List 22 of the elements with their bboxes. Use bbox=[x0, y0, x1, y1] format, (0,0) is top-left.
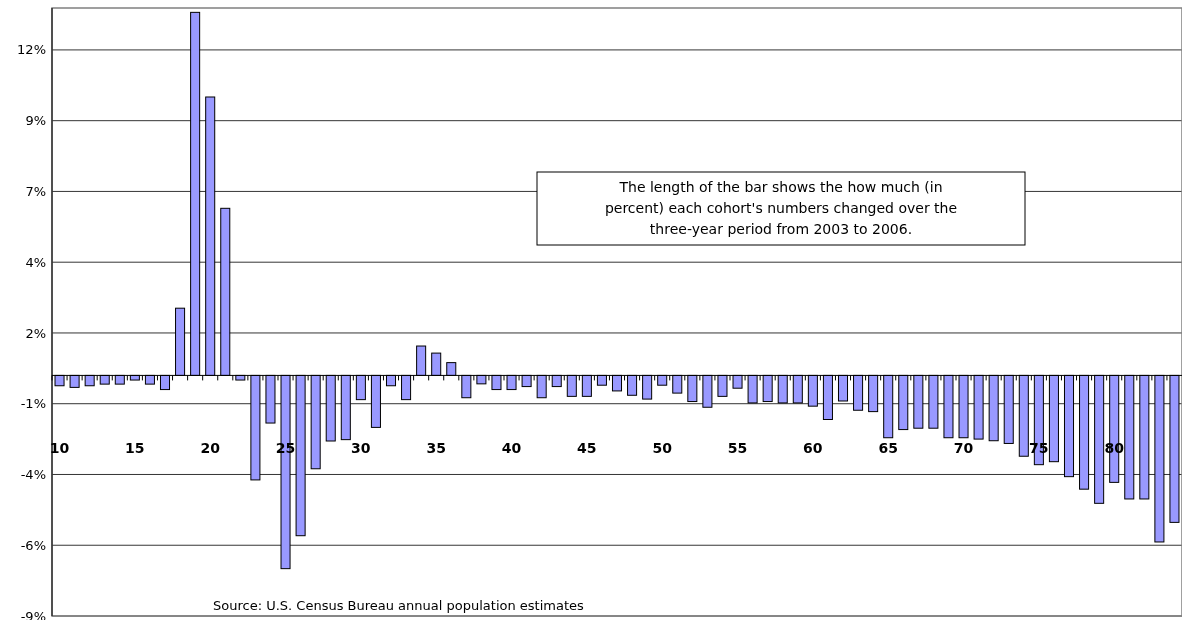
x-tick-label: 70 bbox=[953, 440, 974, 457]
x-tick-label: 65 bbox=[878, 440, 898, 457]
x-tick-label: 50 bbox=[652, 440, 673, 457]
x-tick-label: 45 bbox=[577, 440, 597, 457]
annotation: The length of the bar shows the how much (in percent) each cohort's numbers changed over the three-year period from 2003 to 2006. bbox=[604, 179, 958, 237]
y-tick-label: 2% bbox=[25, 325, 46, 341]
y-tick-label: 12% bbox=[17, 42, 46, 58]
y-tick-label: -4% bbox=[20, 467, 46, 483]
x-tick-label: 30 bbox=[351, 440, 371, 457]
y-tick-label: -1% bbox=[20, 396, 46, 412]
y-tick-label: -6% bbox=[20, 537, 46, 553]
x-tick-label: 60 bbox=[803, 440, 823, 457]
y-tick-label: 7% bbox=[25, 183, 46, 199]
x-tick-label: 35 bbox=[426, 440, 446, 457]
x-tick-label: 55 bbox=[727, 440, 748, 457]
annotation: Source: U.S. Census Bureau annual population estimates bbox=[213, 598, 585, 613]
y-tick-label: -9% bbox=[20, 608, 46, 620]
x-tick-label: 20 bbox=[200, 440, 221, 457]
x-tick-label: 40 bbox=[501, 440, 522, 457]
x-tick-label: 15 bbox=[125, 440, 145, 457]
y-tick-label: 9% bbox=[25, 113, 46, 129]
y-tick-label: 4% bbox=[25, 254, 46, 270]
